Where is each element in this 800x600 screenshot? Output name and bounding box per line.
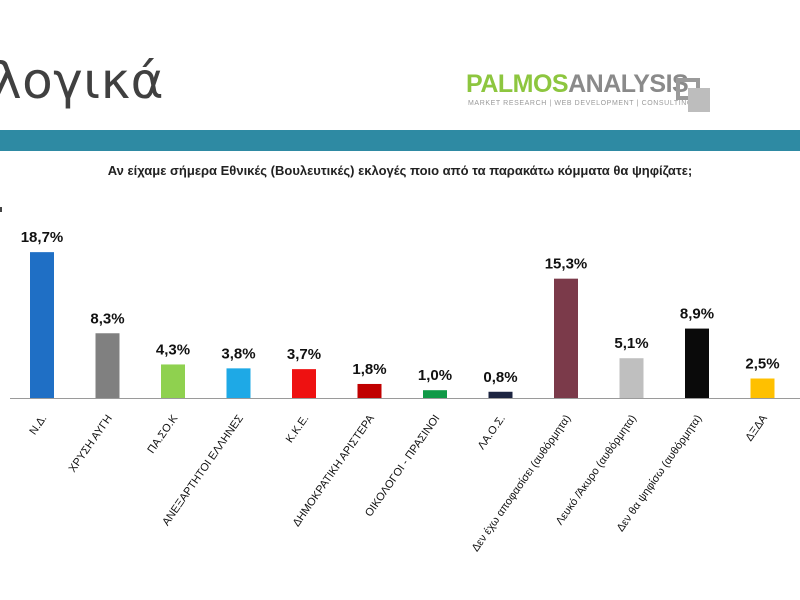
data-label-3: 3,8% [221,345,255,362]
data-label-11: 2,5% [745,356,779,373]
data-label-6: 1,0% [418,367,452,384]
category-label-2: ΠΑ.ΣΟ.Κ [145,412,180,456]
category-label-11: ΔΞΔΑ [743,412,770,443]
header-band [0,130,800,151]
logo-tagline: MARKET RESEARCH | WEB DEVELOPMENT | CONS… [468,100,693,107]
data-label-2: 4,3% [156,341,190,358]
logo-text-part2: ANALYSIS [568,70,689,98]
chart-title: Αν είχαμε σήμερα Εθνικές (Βουλευτικές) ε… [107,163,693,178]
data-label-7: 0,8% [483,369,517,386]
category-label-4: Κ.Κ.Ε. [284,413,312,445]
data-label-4: 3,7% [287,346,321,363]
data-label-5: 1,8% [352,361,386,378]
data-label-8: 15,3% [545,256,588,273]
bar-5 [357,383,382,398]
data-label-1: 8,3% [90,310,124,327]
bar-3 [226,368,251,398]
bar-2 [161,364,185,398]
bar-6 [423,390,447,398]
bar-4 [292,369,316,398]
bar-11 [750,378,775,398]
logo-text-part1: PALMOS [466,70,569,98]
bars-group: 18,7%Ν.Δ.8,3%ΧΡΥΣΗ ΑΥΓΗ4,3%ΠΑ.ΣΟ.Κ3,8%ΑΝ… [21,229,780,554]
bar-8 [554,278,578,398]
category-label-7: ΛΑ.Ο.Σ. [476,413,508,452]
palmos-analysis-logo: PALMOSANALYSIS MARKET RESEARCH | WEB DEV… [466,70,716,120]
logo-square-fill [688,88,710,112]
data-label-10: 8,9% [680,306,714,323]
bar-1 [95,333,120,398]
category-label-1: ΧΡΥΣΗ ΑΥΓΗ [67,413,115,475]
bar-7 [488,391,513,398]
data-label-0: 18,7% [21,229,64,246]
category-label-0: Ν.Δ. [27,413,49,437]
category-label-6: ΟΙΚΟΛΟΓΟΙ - ΠΡΑΣΙΝΟΙ [363,413,442,519]
page-title: λογικά [0,52,165,110]
data-label-9: 5,1% [614,335,648,352]
bar-0 [30,252,54,398]
logo-wordmark: PALMOSANALYSIS [466,70,689,99]
bar-10 [685,328,709,398]
bar-9 [619,358,644,398]
